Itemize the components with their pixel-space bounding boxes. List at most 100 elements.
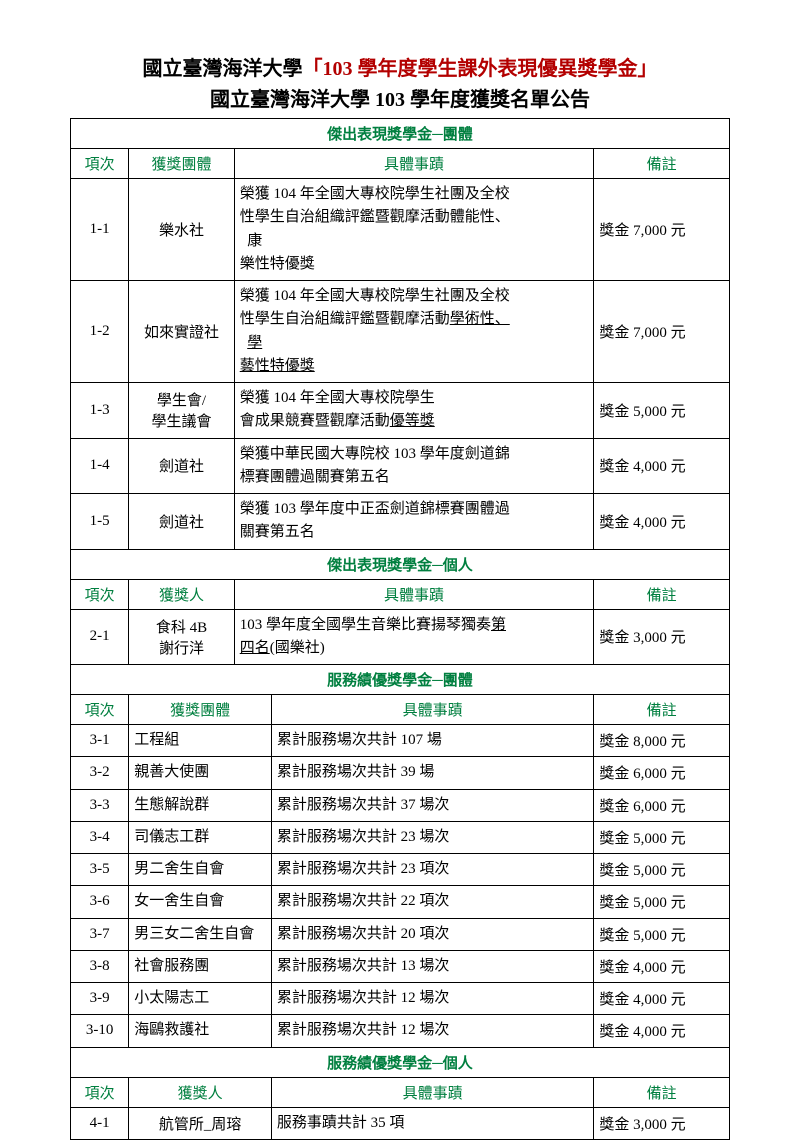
cell-name: 社會服務團 xyxy=(129,950,272,982)
cell-deed: 榮獲 104 年全國大專校院學生 會成果競賽暨觀摩活動優等獎 xyxy=(234,383,594,439)
cell-remark: 獎金 4,000 元 xyxy=(594,1015,730,1047)
cell-deed: 累計服務場次共計 13 場次 xyxy=(271,950,593,982)
col-remark: 備註 xyxy=(594,149,730,179)
deed-line: 榮獲 104 年全國大專校院學生 xyxy=(240,390,435,406)
title-line-2: 國立臺灣海洋大學 103 學年度獲獎名單公告 xyxy=(70,86,730,114)
table-row: 3-5男二舍生自會累計服務場次共計 23 項次獎金 5,000 元 xyxy=(71,854,730,886)
cell-deed: 累計服務場次共計 22 項次 xyxy=(271,886,593,918)
col-seq: 項次 xyxy=(71,695,129,725)
cell-deed: 榮獲 104 年全國大專校院學生社團及全校 性學生自治組織評鑑暨觀摩活動學術性、… xyxy=(234,281,594,383)
cell-remark: 獎金 4,000 元 xyxy=(594,438,730,494)
section-2-col-header-row: 項次 獲獎人 具體事蹟 備註 xyxy=(71,579,730,609)
cell-name: 樂水社 xyxy=(129,179,234,281)
cell-seq: 1-1 xyxy=(71,179,129,281)
cell-seq: 3-6 xyxy=(71,886,129,918)
deed-line: 康 xyxy=(247,233,262,249)
section-2-header-row: 傑出表現獎學金─個人 xyxy=(71,549,730,579)
name-line: 謝行洋 xyxy=(159,641,204,657)
title-line-1: 國立臺灣海洋大學「103 學年度學生課外表現優異獎學金」 xyxy=(70,54,730,84)
col-deed: 具體事蹟 xyxy=(234,149,594,179)
name-line: 食科 4B xyxy=(156,620,207,636)
cell-seq: 1-3 xyxy=(71,383,129,439)
cell-seq: 3-10 xyxy=(71,1015,129,1047)
cell-seq: 3-9 xyxy=(71,983,129,1015)
cell-seq: 3-8 xyxy=(71,950,129,982)
section-1-col-header-row: 項次 獲獎團體 具體事蹟 備註 xyxy=(71,149,730,179)
cell-name: 學生會/ 學生議會 xyxy=(129,383,234,439)
deed-line: 會成果競賽暨觀摩活動 xyxy=(240,413,390,429)
table-row: 4-1 航管所_周瑢 服務事蹟共計 35 項 獎金 3,000 元 xyxy=(71,1107,730,1139)
deed-line: (國樂社) xyxy=(270,640,325,656)
cell-seq: 3-7 xyxy=(71,918,129,950)
cell-deed: 累計服務場次共計 20 項次 xyxy=(271,918,593,950)
col-name: 獲獎團體 xyxy=(129,149,234,179)
table-row: 3-10海鷗救護社累計服務場次共計 12 場次獎金 4,000 元 xyxy=(71,1015,730,1047)
table-row: 1-2 如來實證社 榮獲 104 年全國大專校院學生社團及全校 性學生自治組織評… xyxy=(71,281,730,383)
section-4-header-row: 服務績優獎學金─個人 xyxy=(71,1047,730,1077)
cell-name: 司儀志工群 xyxy=(129,821,272,853)
cell-seq: 3-1 xyxy=(71,725,129,757)
section-4-header: 服務績優獎學金─個人 xyxy=(71,1047,730,1077)
deed-line-underline: 優等獎 xyxy=(390,413,435,429)
cell-name: 親善大使團 xyxy=(129,757,272,789)
table-row: 1-5 劍道社 榮獲 103 學年度中正盃劍道錦標賽團體過 關賽第五名 獎金 4… xyxy=(71,494,730,550)
table-row: 3-2親善大使團累計服務場次共計 39 場獎金 6,000 元 xyxy=(71,757,730,789)
table-row: 1-1 樂水社 榮獲 104 年全國大專校院學生社團及全校 性學生自治組織評鑑暨… xyxy=(71,179,730,281)
award-table: 傑出表現獎學金─團體 項次 獲獎團體 具體事蹟 備註 1-1 樂水社 榮獲 10… xyxy=(70,118,730,665)
table-row: 3-3生態解說群累計服務場次共計 37 場次獎金 6,000 元 xyxy=(71,789,730,821)
cell-remark: 獎金 5,000 元 xyxy=(594,886,730,918)
title-prefix-black: 國立臺灣海洋大學 xyxy=(143,58,303,80)
cell-seq: 1-2 xyxy=(71,281,129,383)
cell-remark: 獎金 7,000 元 xyxy=(594,281,730,383)
col-seq: 項次 xyxy=(71,149,129,179)
deed-line: 榮獲中華民國大專院校 103 學年度劍道錦 xyxy=(240,446,510,462)
cell-remark: 獎金 5,000 元 xyxy=(594,821,730,853)
name-line: 學生會/ xyxy=(157,393,206,409)
cell-name: 如來實證社 xyxy=(129,281,234,383)
page: 國立臺灣海洋大學「103 學年度學生課外表現優異獎學金」 國立臺灣海洋大學 10… xyxy=(0,0,800,1132)
cell-deed: 服務事蹟共計 35 項 xyxy=(271,1107,593,1139)
cell-remark: 獎金 4,000 元 xyxy=(594,494,730,550)
col-seq: 項次 xyxy=(71,1077,129,1107)
table-row: 3-9小太陽志工累計服務場次共計 12 場次獎金 4,000 元 xyxy=(71,983,730,1015)
cell-name: 食科 4B 謝行洋 xyxy=(129,609,234,665)
cell-name: 劍道社 xyxy=(129,494,234,550)
cell-remark: 獎金 5,000 元 xyxy=(594,918,730,950)
cell-deed: 累計服務場次共計 23 場次 xyxy=(271,821,593,853)
cell-deed: 103 學年度全國學生音樂比賽揚琴獨奏第 四名(國樂社) xyxy=(234,609,594,665)
deed-line-underline: 藝性特優獎 xyxy=(240,358,315,374)
award-table-2: 服務績優獎學金─團體 項次 獲獎團體 具體事蹟 備註 3-1工程組累計服務場次共… xyxy=(70,665,730,1140)
name-line: 學生議會 xyxy=(151,414,211,430)
table-row: 3-1工程組累計服務場次共計 107 場獎金 8,000 元 xyxy=(71,725,730,757)
col-remark: 備註 xyxy=(594,695,730,725)
title-red: 「103 學年度學生課外表現優異獎學金」 xyxy=(303,58,658,80)
cell-seq: 1-5 xyxy=(71,494,129,550)
section-2-header: 傑出表現獎學金─個人 xyxy=(71,549,730,579)
cell-remark: 獎金 4,000 元 xyxy=(594,950,730,982)
table-row: 3-6女一舍生自會累計服務場次共計 22 項次獎金 5,000 元 xyxy=(71,886,730,918)
cell-name: 小太陽志工 xyxy=(129,983,272,1015)
deed-line-underline: 第 xyxy=(491,617,506,633)
deed-line-underline: 學 xyxy=(247,335,262,351)
deed-line: 榮獲 104 年全國大專校院學生社團及全校 xyxy=(240,288,510,304)
cell-name: 生態解說群 xyxy=(129,789,272,821)
col-name: 獲獎人 xyxy=(129,579,234,609)
deed-line: 關賽第五名 xyxy=(240,524,315,540)
section-1-header-row: 傑出表現獎學金─團體 xyxy=(71,119,730,149)
deed-line: 103 學年度全國學生音樂比賽揚琴獨奏 xyxy=(240,617,491,633)
table-row: 1-4 劍道社 榮獲中華民國大專院校 103 學年度劍道錦 標賽團體過關賽第五名… xyxy=(71,438,730,494)
cell-remark: 獎金 7,000 元 xyxy=(594,179,730,281)
col-deed: 具體事蹟 xyxy=(271,695,593,725)
cell-name: 航管所_周瑢 xyxy=(129,1107,272,1139)
cell-remark: 獎金 3,000 元 xyxy=(594,609,730,665)
cell-remark: 獎金 6,000 元 xyxy=(594,757,730,789)
cell-deed: 榮獲中華民國大專院校 103 學年度劍道錦 標賽團體過關賽第五名 xyxy=(234,438,594,494)
cell-remark: 獎金 6,000 元 xyxy=(594,789,730,821)
table-row: 3-8社會服務團累計服務場次共計 13 場次獎金 4,000 元 xyxy=(71,950,730,982)
cell-seq: 3-3 xyxy=(71,789,129,821)
col-name: 獲獎人 xyxy=(129,1077,272,1107)
table-row: 3-4司儀志工群累計服務場次共計 23 場次獎金 5,000 元 xyxy=(71,821,730,853)
deed-line-underline: 學術性、 xyxy=(450,311,510,327)
table-row: 2-1 食科 4B 謝行洋 103 學年度全國學生音樂比賽揚琴獨奏第 四名(國樂… xyxy=(71,609,730,665)
cell-name: 女一舍生自會 xyxy=(129,886,272,918)
